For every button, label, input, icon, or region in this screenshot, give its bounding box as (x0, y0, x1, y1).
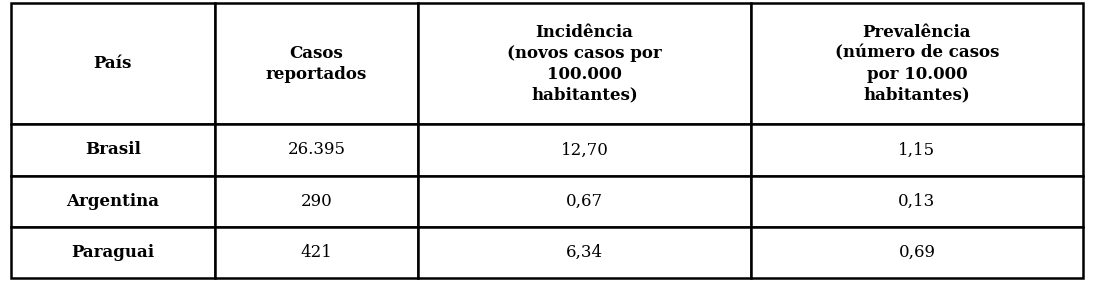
Text: 0,69: 0,69 (898, 244, 935, 261)
Bar (418, 175, 750, 227)
Text: Paraguai: Paraguai (71, 244, 154, 261)
Text: 12,70: 12,70 (560, 142, 608, 158)
Bar (750, 175, 1083, 227)
Bar (214, 3, 418, 124)
Text: 421: 421 (301, 244, 333, 261)
Bar (750, 3, 1083, 124)
Bar (418, 3, 750, 124)
Text: Casos
reportados: Casos reportados (266, 45, 368, 83)
Text: Argentina: Argentina (67, 193, 160, 210)
Text: 1,15: 1,15 (898, 142, 935, 158)
Text: Incidência
(novos casos por
100.000
habitantes): Incidência (novos casos por 100.000 habi… (508, 24, 662, 103)
Bar (11, 175, 214, 227)
Bar (418, 124, 750, 175)
Text: 26.395: 26.395 (288, 142, 346, 158)
Text: 290: 290 (301, 193, 333, 210)
Text: Prevalência
(número de casos
por 10.000
habitantes): Prevalência (número de casos por 10.000 … (835, 24, 999, 103)
Bar (11, 3, 214, 124)
Text: 0,67: 0,67 (566, 193, 603, 210)
Text: 0,13: 0,13 (898, 193, 935, 210)
Text: Brasil: Brasil (85, 142, 141, 158)
Bar (214, 124, 418, 175)
Bar (750, 124, 1083, 175)
Bar (750, 227, 1083, 278)
Bar (11, 227, 214, 278)
Bar (214, 175, 418, 227)
Text: País: País (94, 55, 132, 72)
Bar (11, 124, 214, 175)
Bar (214, 227, 418, 278)
Text: 6,34: 6,34 (566, 244, 603, 261)
Bar (418, 227, 750, 278)
